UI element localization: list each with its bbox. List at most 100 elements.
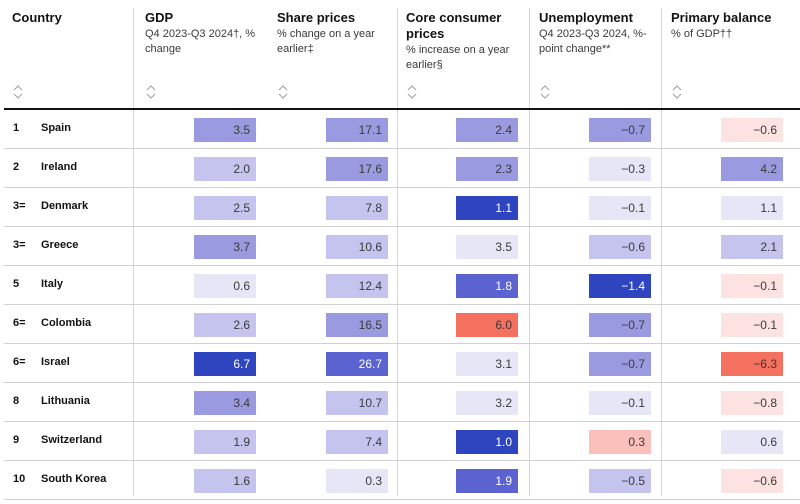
- primary-balance-cell: −6.3: [721, 352, 783, 376]
- country-name: Ireland: [41, 161, 78, 173]
- header-core-consumer-prices-subtitle: % increase on a year earlier§: [406, 44, 510, 71]
- sort-icon[interactable]: [406, 84, 418, 100]
- unemployment-cell: −0.1: [589, 391, 651, 415]
- rank-label: 6=: [13, 317, 26, 329]
- row-divider: [4, 460, 800, 461]
- core-prices-cell: 1.8: [456, 274, 518, 298]
- country-name: Spain: [41, 122, 71, 134]
- row-divider: [4, 265, 800, 266]
- gdp-cell: 0.6: [194, 274, 256, 298]
- header-gdp[interactable]: GDP Q4 2023-Q3 2024†, % change: [145, 0, 260, 108]
- column-divider: [133, 8, 134, 496]
- gdp-cell: 2.5: [194, 196, 256, 220]
- header-core-consumer-prices-title: Core consumer prices: [406, 10, 502, 41]
- primary-balance-cell: 0.6: [721, 430, 783, 454]
- header-share-prices[interactable]: Share prices % change on a year earlier‡: [277, 0, 392, 108]
- primary-balance-cell: −0.8: [721, 391, 783, 415]
- table-row: 3= Greece 3.7 10.6 3.5 −0.6 2.1: [4, 227, 800, 266]
- rank-label: 5: [13, 278, 20, 290]
- unemployment-cell: −0.7: [589, 352, 651, 376]
- sort-icon[interactable]: [671, 84, 683, 100]
- core-prices-cell: 1.1: [456, 196, 518, 220]
- share-prices-cell: 17.6: [326, 157, 388, 181]
- country-name: Lithuania: [41, 395, 90, 407]
- country-name: Switzerland: [41, 434, 103, 446]
- gdp-cell: 1.9: [194, 430, 256, 454]
- rank-label: 8: [13, 395, 20, 407]
- share-prices-cell: 7.8: [326, 196, 388, 220]
- country-name: Colombia: [41, 317, 92, 329]
- header-unemployment[interactable]: Unemployment Q4 2023-Q3 2024, %-point ch…: [539, 0, 657, 108]
- gdp-cell: 3.5: [194, 118, 256, 142]
- header-gdp-title: GDP: [145, 10, 174, 25]
- table-row: 9 Switzerland 1.9 7.4 1.0 0.3 0.6: [4, 422, 800, 461]
- primary-balance-cell: −0.1: [721, 313, 783, 337]
- header-share-prices-title: Share prices: [277, 10, 356, 25]
- sort-icon[interactable]: [12, 84, 24, 100]
- unemployment-cell: −0.6: [589, 235, 651, 259]
- rank-label: 6=: [13, 356, 26, 368]
- column-divider: [661, 8, 662, 496]
- header-core-consumer-prices[interactable]: Core consumer prices % increase on a yea…: [406, 0, 524, 108]
- row-divider: [4, 304, 800, 305]
- core-prices-cell: 3.1: [456, 352, 518, 376]
- gdp-cell: 2.6: [194, 313, 256, 337]
- country-name: Italy: [41, 278, 64, 290]
- header-unemployment-title: Unemployment: [539, 10, 633, 25]
- row-divider: [4, 148, 800, 149]
- row-divider: [4, 343, 800, 344]
- rank-label: 2: [13, 161, 20, 173]
- row-divider: [4, 187, 800, 188]
- table-row: 2 Ireland 2.0 17.6 2.3 −0.3 4.2: [4, 149, 800, 188]
- country-name: Greece: [41, 239, 79, 251]
- sort-icon[interactable]: [145, 84, 157, 100]
- table-row: 6= Israel 6.7 26.7 3.1 −0.7 −6.3: [4, 344, 800, 383]
- share-prices-cell: 0.3: [326, 469, 388, 493]
- rank-label: 3=: [13, 239, 26, 251]
- header-country[interactable]: Country: [12, 0, 130, 108]
- row-divider: [4, 382, 800, 383]
- core-prices-cell: 2.3: [456, 157, 518, 181]
- row-divider: [4, 226, 800, 227]
- table-row: 1 Spain 3.5 17.1 2.4 −0.7 −0.6: [4, 110, 800, 149]
- primary-balance-cell: −0.6: [721, 118, 783, 142]
- share-prices-cell: 17.1: [326, 118, 388, 142]
- rank-label: 9: [13, 434, 20, 446]
- sort-icon[interactable]: [277, 84, 289, 100]
- gdp-cell: 1.6: [194, 469, 256, 493]
- unemployment-cell: −0.7: [589, 313, 651, 337]
- primary-balance-cell: −0.1: [721, 274, 783, 298]
- share-prices-cell: 16.5: [326, 313, 388, 337]
- rank-label: 10: [13, 473, 26, 485]
- core-prices-cell: 2.4: [456, 118, 518, 142]
- header-primary-balance-title: Primary balance: [671, 10, 772, 25]
- share-prices-cell: 12.4: [326, 274, 388, 298]
- column-divider: [397, 8, 398, 496]
- header-primary-balance[interactable]: Primary balance % of GDP††: [671, 0, 796, 108]
- core-prices-cell: 6.0: [456, 313, 518, 337]
- share-prices-cell: 26.7: [326, 352, 388, 376]
- unemployment-cell: −0.3: [589, 157, 651, 181]
- table-row: 10 South Korea 1.6 0.3 1.9 −0.5 −0.6: [4, 461, 800, 500]
- core-prices-cell: 3.2: [456, 391, 518, 415]
- gdp-cell: 3.4: [194, 391, 256, 415]
- rank-label: 3=: [13, 200, 26, 212]
- country-name: Denmark: [41, 200, 89, 212]
- primary-balance-cell: 1.1: [721, 196, 783, 220]
- gdp-cell: 6.7: [194, 352, 256, 376]
- share-prices-cell: 10.6: [326, 235, 388, 259]
- unemployment-cell: −0.7: [589, 118, 651, 142]
- rank-label: 1: [13, 122, 20, 134]
- unemployment-cell: −0.1: [589, 196, 651, 220]
- core-prices-cell: 1.9: [456, 469, 518, 493]
- row-divider: [4, 421, 800, 422]
- header-gdp-subtitle: Q4 2023-Q3 2024†, % change: [145, 28, 256, 55]
- sort-icon[interactable]: [539, 84, 551, 100]
- header-country-label: Country: [12, 10, 62, 25]
- row-divider: [4, 499, 800, 500]
- gdp-cell: 3.7: [194, 235, 256, 259]
- header-share-prices-subtitle: % change on a year earlier‡: [277, 28, 375, 55]
- unemployment-cell: 0.3: [589, 430, 651, 454]
- header-unemployment-subtitle: Q4 2023-Q3 2024, %-point change**: [539, 28, 647, 55]
